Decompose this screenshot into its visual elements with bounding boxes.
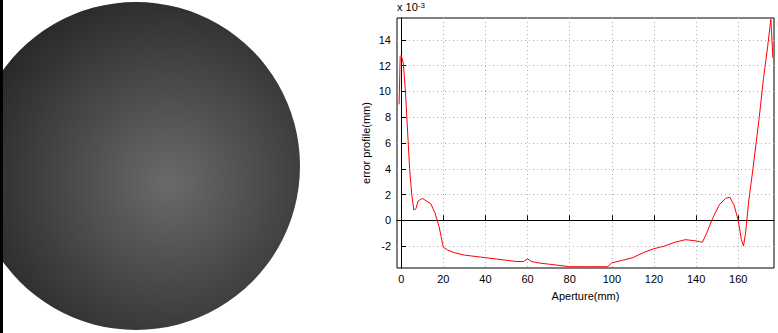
svg-text:140: 140 [687,273,705,285]
svg-text:160: 160 [729,273,747,285]
svg-text:-3: -3 [418,1,426,10]
svg-text:0: 0 [398,273,404,285]
svg-text:20: 20 [437,273,449,285]
svg-text:0: 0 [385,214,391,226]
svg-text:10: 10 [379,85,391,97]
svg-text:40: 40 [479,273,491,285]
svg-text:6: 6 [385,137,391,149]
svg-text:80: 80 [564,273,576,285]
svg-text:60: 60 [521,273,533,285]
svg-text:4: 4 [385,163,391,175]
svg-text:100: 100 [603,273,621,285]
svg-text:error profile(mm): error profile(mm) [360,102,372,184]
svg-text:120: 120 [645,273,663,285]
svg-text:Aperture(mm): Aperture(mm) [552,290,620,302]
svg-text:8: 8 [385,111,391,123]
svg-text:14: 14 [379,34,391,46]
svg-text:-2: -2 [381,240,391,252]
svg-text:2: 2 [385,189,391,201]
svg-text:12: 12 [379,60,391,72]
svg-text:x 10: x 10 [397,1,418,13]
